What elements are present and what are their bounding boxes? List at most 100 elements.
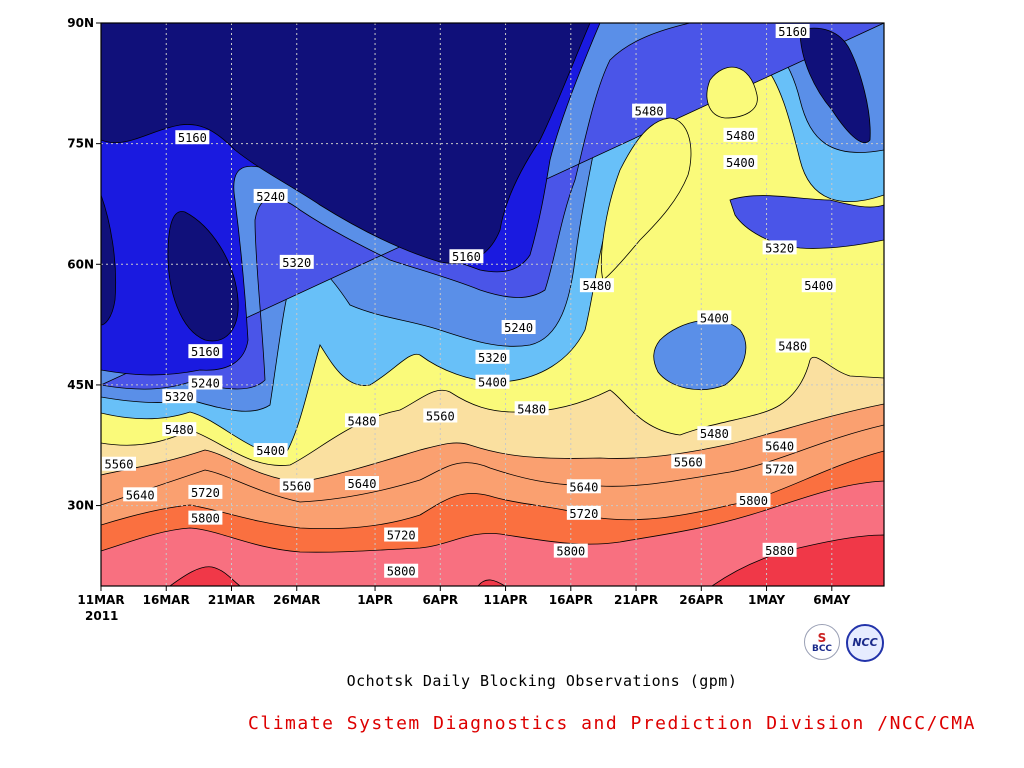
contour-label: 5720 bbox=[188, 484, 223, 500]
x-tick-label: 1MAY bbox=[748, 593, 785, 607]
contour-label-bg bbox=[553, 543, 588, 558]
contour-label: 5560 bbox=[102, 456, 136, 472]
plot-frame bbox=[100, 22, 885, 587]
contour-label: 5880 bbox=[762, 542, 797, 558]
contour-label-text: 5480 bbox=[700, 427, 729, 441]
band-5480-island-b bbox=[706, 66, 758, 119]
contour-label-text: 5160 bbox=[191, 345, 220, 359]
contour-label-text: 5320 bbox=[765, 241, 794, 255]
contour-label-text: 5720 bbox=[569, 507, 598, 521]
x-tick-label: 6APR bbox=[422, 593, 458, 607]
contour-label: 5800 bbox=[736, 492, 771, 508]
contour-label-bg bbox=[632, 103, 667, 118]
contour-label-bg bbox=[162, 422, 197, 437]
contour-label-bg bbox=[384, 563, 419, 578]
contour-label: 5560 bbox=[279, 478, 314, 493]
contour-label-bg bbox=[475, 374, 510, 389]
contour-label-text: 5560 bbox=[282, 479, 311, 493]
contour-label-text: 5800 bbox=[739, 494, 768, 508]
contour-label-bg bbox=[566, 505, 601, 520]
band-5160-isle-mid bbox=[167, 211, 239, 342]
contour-label: 5240 bbox=[501, 320, 536, 335]
chart-title: Ochotsk Daily Blocking Observations (gpm… bbox=[346, 672, 738, 690]
contour-label: 5400 bbox=[253, 443, 288, 458]
contour-label: 5160 bbox=[449, 249, 484, 264]
contour-label-text: 5480 bbox=[582, 279, 611, 293]
contour-label: 5480 bbox=[345, 413, 379, 428]
x-tick-label: 11MAR bbox=[77, 593, 124, 607]
contour-label-bg bbox=[102, 456, 136, 471]
contour-label-text: 5800 bbox=[556, 545, 585, 559]
contour-label-text: 5320 bbox=[478, 351, 507, 365]
contour-label-text: 5480 bbox=[726, 129, 755, 143]
x-tick-label: 26APR bbox=[679, 593, 723, 607]
contour-label-bg bbox=[723, 155, 758, 170]
contour-label-text: 5720 bbox=[765, 463, 794, 477]
credit-line: Climate System Diagnostics and Predictio… bbox=[248, 713, 976, 734]
contour-label-text: 5240 bbox=[191, 377, 220, 391]
contour-label: 5480 bbox=[775, 338, 810, 354]
contour-label-bg bbox=[762, 438, 797, 453]
contour-label: 5640 bbox=[762, 438, 797, 453]
contour-label-bg bbox=[423, 408, 458, 423]
contour-label-bg bbox=[775, 338, 810, 353]
contour-label-text: 5640 bbox=[569, 480, 598, 494]
contour-label: 5160 bbox=[175, 130, 210, 145]
contour-label-bg bbox=[514, 401, 549, 416]
contour-label-text: 5480 bbox=[778, 340, 807, 354]
y-tick-label: 90N bbox=[67, 16, 94, 30]
contour-label: 5640 bbox=[345, 476, 379, 491]
x-axis: 11MAR 16MAR 21MAR 26MAR 1APR 6APR 11APR 16APR 21… bbox=[77, 586, 851, 607]
contour-label-text: 5400 bbox=[726, 156, 755, 170]
ncc-logo-text: NCC bbox=[852, 636, 878, 649]
contour-label-bg bbox=[345, 413, 379, 428]
grid-lines bbox=[101, 23, 884, 586]
contour-label-text: 5480 bbox=[165, 423, 194, 437]
band-5480-island-a bbox=[601, 117, 692, 281]
contour-label-text: 5240 bbox=[256, 190, 285, 204]
band-5160-isle-ur bbox=[799, 27, 871, 143]
contour-label-bg bbox=[579, 278, 614, 293]
contour-label-text: 5400 bbox=[804, 279, 833, 293]
contour-label-text: 5480 bbox=[348, 414, 377, 428]
band-5160-isle-left bbox=[101, 194, 117, 326]
contour-label: 5720 bbox=[384, 527, 419, 543]
contour-label: 5400 bbox=[801, 278, 836, 293]
contour-label-bg bbox=[762, 461, 797, 476]
contour-label-bg bbox=[566, 479, 601, 494]
bcc-logo-mark: S bbox=[817, 631, 827, 645]
contour-label-text: 5400 bbox=[478, 376, 507, 390]
x-tick-label: 16MAR bbox=[143, 593, 190, 607]
contour-label: 5480 bbox=[723, 127, 758, 143]
contour-label: 5800 bbox=[384, 563, 419, 579]
x-tick-label: 21APR bbox=[614, 593, 658, 607]
contour-label-text: 5320 bbox=[282, 256, 311, 270]
contour-label: 5400 bbox=[697, 310, 732, 325]
contour-label: 5720 bbox=[762, 461, 797, 477]
y-axis: 30N 45N 60N 75N 90N bbox=[67, 16, 101, 513]
contour-label-text: 5480 bbox=[517, 402, 546, 416]
contour-label-bg bbox=[384, 527, 419, 542]
contour-label-text: 5800 bbox=[387, 565, 416, 579]
contour-label: 5480 bbox=[514, 401, 549, 416]
contour-label: 5240 bbox=[188, 375, 223, 391]
contour-label-bg bbox=[188, 510, 223, 525]
x-tick-label: 26MAR bbox=[273, 593, 320, 607]
x-tick-label: 1APR bbox=[357, 593, 393, 607]
contour-label-text: 5880 bbox=[765, 544, 794, 558]
contour-label-bg bbox=[697, 426, 732, 441]
contour-label-bg bbox=[188, 375, 223, 390]
contour-label-text: 5160 bbox=[452, 250, 481, 264]
contour-label: 5320 bbox=[162, 389, 197, 404]
contour-label-text: 5560 bbox=[674, 455, 703, 469]
x-tick-label: 6MAY bbox=[813, 593, 850, 607]
contour-label-text: 5320 bbox=[165, 390, 194, 404]
contour-label-text: 5640 bbox=[765, 439, 794, 453]
ncc-logo: NCC bbox=[846, 624, 884, 662]
contour-label: 5480 bbox=[697, 426, 732, 441]
contour-label-text: 5240 bbox=[504, 321, 533, 335]
contour-label: 5640 bbox=[123, 487, 158, 502]
contour-label-text: 5640 bbox=[348, 477, 377, 491]
x-tick-label: 11APR bbox=[484, 593, 528, 607]
